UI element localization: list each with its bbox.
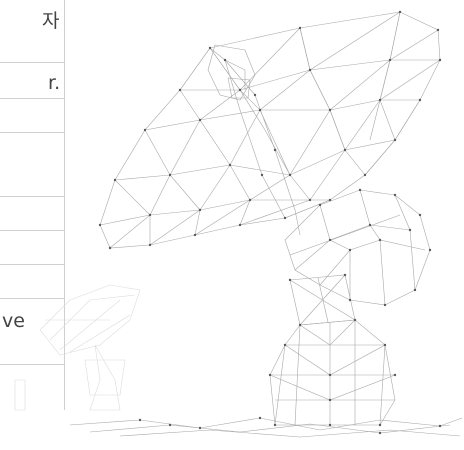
table-row-divider: [0, 62, 64, 63]
table-cell-text: 자: [42, 10, 60, 32]
table-row-divider: [0, 98, 64, 99]
table-cell-text: r.: [48, 72, 61, 94]
table-row-divider: [0, 132, 64, 133]
table-cell-text: ve: [2, 310, 25, 332]
table-row-divider: [0, 298, 64, 299]
table-row-divider: [0, 264, 64, 265]
table-row-divider: [0, 230, 64, 231]
truncated-table-column: [0, 0, 65, 410]
table-row-divider: [0, 364, 64, 365]
table-row-divider: [0, 196, 64, 197]
